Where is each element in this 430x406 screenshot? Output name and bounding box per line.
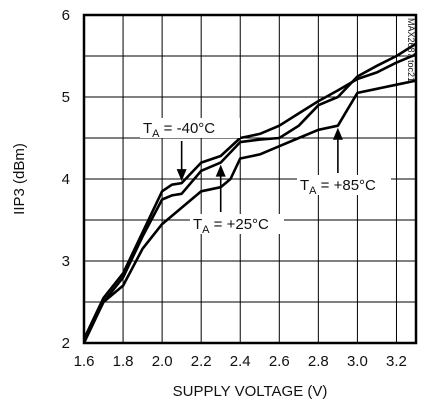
plot-frame	[82, 13, 418, 345]
x-tick-label-8: 3.2	[386, 353, 407, 370]
series-line-0	[82, 53, 417, 340]
y-tick-label-3: 5	[62, 89, 70, 106]
annotation-label-0: TA = -40°C	[143, 120, 215, 140]
annotation-2: TA = +85°C	[297, 127, 391, 197]
annotations: TA = -40°C TA = +25°C TA = +85°C	[140, 118, 391, 236]
series-line-1	[82, 42, 417, 340]
x-tick-label-6: 2.8	[308, 353, 329, 370]
series-line-2	[82, 79, 417, 344]
x-tick-label-4: 2.4	[230, 353, 251, 370]
annotation-bg	[140, 118, 240, 138]
y-tick-label-0: 2	[62, 335, 70, 352]
x-axis-title: SUPPLY VOLTAGE (V)	[173, 383, 328, 400]
series-group	[82, 42, 417, 344]
y-tick-label-2: 4	[62, 171, 70, 188]
annotation-label-1: TA = +25°C	[193, 216, 269, 236]
annotation-0: TA = -40°C	[140, 118, 240, 182]
arrow-head	[176, 169, 187, 182]
y-tick-label-1: 3	[62, 253, 70, 270]
y-tick-labels: 2 3 4 5 6	[62, 7, 70, 352]
x-tick-label-5: 2.6	[269, 353, 290, 370]
annotation-bg	[297, 175, 391, 195]
x-tick-label-3: 2.2	[191, 353, 212, 370]
x-tick-labels: 1.6 1.8 2.0 2.2 2.4 2.6 2.8 3.0 3.2	[74, 353, 407, 370]
y-axis-title: IIP3 (dBm)	[11, 143, 28, 215]
arrow-head	[332, 127, 343, 140]
x-tick-label-2: 2.0	[152, 353, 173, 370]
arrow-head	[215, 164, 226, 177]
x-tick-label-7: 3.0	[347, 353, 368, 370]
x-tick-label-0: 1.6	[74, 353, 95, 370]
watermark-label: MAX2687 toc21	[406, 18, 416, 82]
annotation-bg	[190, 214, 284, 234]
y-tick-label-4: 6	[62, 7, 70, 24]
x-tick-label-1: 1.8	[113, 353, 134, 370]
annotation-label-2: TA = +85°C	[300, 177, 376, 197]
annotation-1: TA = +25°C	[190, 164, 284, 236]
